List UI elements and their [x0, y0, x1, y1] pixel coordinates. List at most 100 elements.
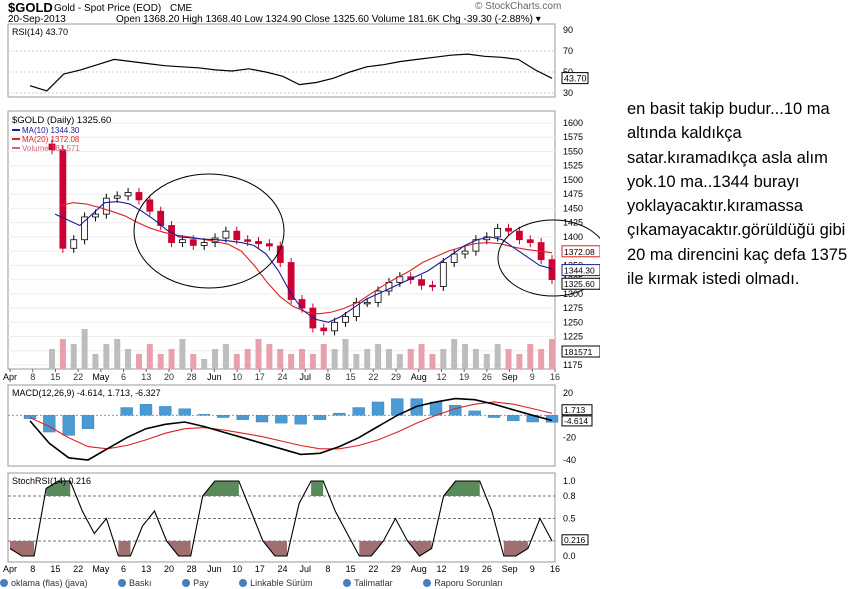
macd-histogram-bar	[62, 415, 75, 436]
price-label-box	[561, 345, 600, 358]
volume-bar	[462, 344, 469, 369]
candle-body	[407, 276, 415, 280]
macd-histogram-bar	[81, 415, 95, 429]
legend-label: MA(20) 1372.08	[22, 135, 80, 144]
rsi-tick-label: 90	[563, 25, 573, 35]
footer-link-label: Baskı	[129, 578, 152, 588]
macd-histogram-bar	[294, 415, 307, 425]
macd-signal-line	[29, 401, 553, 450]
java-icon	[0, 579, 8, 587]
macd-histogram-bar	[313, 415, 327, 420]
volume-bar	[353, 354, 360, 369]
stochrsi-x-tick-label: 28	[187, 564, 197, 574]
candle-body	[135, 192, 143, 201]
price-tick-label: 1225	[563, 332, 583, 342]
x-tick-label: 15	[50, 372, 60, 382]
watermark: © StockCharts.com	[475, 1, 562, 12]
price-tick-label: 1575	[563, 132, 583, 142]
volume-bar	[201, 359, 208, 369]
rsi-tick-label: 30	[563, 88, 573, 98]
macd-histogram-bar	[236, 415, 249, 420]
macd-histogram-bar	[371, 401, 385, 416]
footer-link-linkable[interactable]: Linkable Sürüm	[239, 578, 327, 588]
volume-bar	[549, 339, 555, 369]
volume-bar	[320, 344, 327, 369]
candle-body	[418, 279, 425, 286]
x-tick-label: 24	[277, 372, 287, 382]
volume-bar	[70, 344, 77, 369]
price-label-box	[561, 245, 600, 258]
volume-bar	[375, 344, 382, 369]
x-tick-label: Jul	[299, 372, 311, 382]
commentary-text: en basit takip budur...10 ma altında kal…	[627, 100, 848, 289]
stochrsi-x-tick-label: 15	[50, 564, 60, 574]
price-value-label: 181571	[564, 347, 593, 357]
volume-bar	[157, 354, 164, 369]
macd-histogram-bar	[217, 415, 230, 418]
price-label-box	[561, 264, 600, 277]
footer-link-label: Pay	[193, 578, 209, 588]
stochrsi-x-tick-label: 12	[436, 564, 446, 574]
date-label: 20-Sep-2013	[8, 14, 66, 25]
link-icon	[239, 579, 248, 587]
volume-bar	[385, 349, 392, 369]
footer-link-java[interactable]: oklama (flas) (java)	[0, 578, 102, 588]
volume-bar	[396, 354, 403, 369]
price-value-label: 1325.60	[564, 279, 595, 289]
macd-tick-label: 20	[563, 388, 573, 398]
candle-body	[92, 213, 99, 218]
stochrsi-tick-label: 0.0	[563, 551, 576, 561]
volume-bar	[233, 354, 240, 369]
candle-body	[505, 227, 512, 232]
macd-value-box	[561, 404, 593, 416]
macd-histogram-bar	[487, 415, 501, 418]
rsi-panel	[7, 23, 556, 98]
price-tick-label: 1175	[563, 360, 582, 370]
stochrsi-x-tick-label: 19	[459, 564, 469, 574]
x-tick-label: 8	[30, 372, 35, 382]
candle-body	[179, 239, 186, 243]
x-tick-label: 22	[73, 372, 83, 382]
stochrsi-x-tick-label: 13	[141, 564, 151, 574]
x-tick-label: 6	[121, 372, 126, 382]
candle-body	[189, 239, 197, 246]
chart-canvas: RSI(14) 43.70 9070503043.7016001575155015…	[3, 23, 600, 574]
volume-bar	[527, 344, 534, 369]
candle-body	[494, 227, 502, 238]
rsi-last-label: 43.70	[564, 74, 587, 84]
rsi-title: RSI(14) 43.70	[12, 27, 68, 37]
candle-body	[450, 253, 458, 263]
stochrsi-x-tick-label: 8	[325, 564, 330, 574]
rsi-line	[29, 53, 553, 92]
footer-link-share[interactable]: Pay	[182, 578, 223, 588]
price-value-label: 1372.08	[564, 247, 595, 257]
candle-body	[515, 230, 523, 241]
candle-body	[113, 195, 121, 199]
report-icon	[423, 579, 432, 587]
stochrsi-x-tick-label: 8	[30, 564, 35, 574]
description-label: Gold - Spot Price (EOD)	[54, 3, 162, 14]
footer-link-report[interactable]: Raporu Sorunları	[423, 578, 517, 588]
stochrsi-x-tick-label: 9	[530, 564, 535, 574]
x-tick-label: Aug	[411, 372, 427, 382]
candle-body	[255, 241, 262, 245]
stochrsi-title: StochRSI(14) 0.216	[12, 476, 91, 486]
candle-body	[70, 239, 78, 249]
candle-body	[244, 239, 252, 242]
stochrsi-tick-label: 0.8	[563, 491, 576, 501]
candle-body	[200, 242, 208, 246]
volume-bar	[103, 344, 110, 369]
footer-link-print[interactable]: Baskı	[118, 578, 166, 588]
volume-bar	[190, 354, 197, 369]
stochrsi-x-tick-label: 24	[277, 564, 287, 574]
x-tick-label: 15	[346, 372, 356, 382]
x-tick-label: 9	[530, 372, 535, 382]
price-tick-label: 1450	[563, 203, 583, 213]
volume-bar	[277, 349, 284, 369]
candle-body	[331, 321, 339, 332]
candle-body	[81, 216, 89, 241]
macd-tick-label: -40	[563, 455, 576, 465]
footer-link-instructions[interactable]: Talimatlar	[343, 578, 407, 588]
macd-value-box	[561, 415, 593, 427]
stochrsi-x-tick-label: Jun	[207, 564, 222, 574]
